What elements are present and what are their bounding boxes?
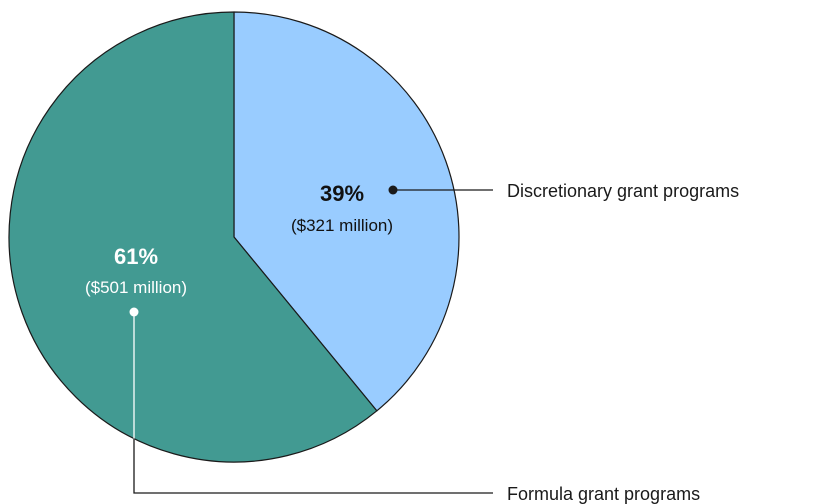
- callout-dot-formula: [129, 307, 139, 317]
- callout-line-outer-formula: [133, 438, 493, 494]
- callout-label-discretionary: Discretionary grant programs: [507, 181, 739, 201]
- pie-slice-discretionary: [233, 11, 460, 412]
- slice-percent-label-discretionary: 39%: [320, 181, 364, 206]
- pie-slice-formula: [8, 11, 378, 463]
- slice-percent-label-formula: 61%: [114, 244, 158, 269]
- slice-amount-label-discretionary: ($321 million): [291, 216, 393, 235]
- slice-amount-label-formula: ($501 million): [85, 278, 187, 297]
- callout-dot-discretionary: [388, 185, 398, 195]
- callout-label-formula: Formula grant programs: [507, 484, 700, 504]
